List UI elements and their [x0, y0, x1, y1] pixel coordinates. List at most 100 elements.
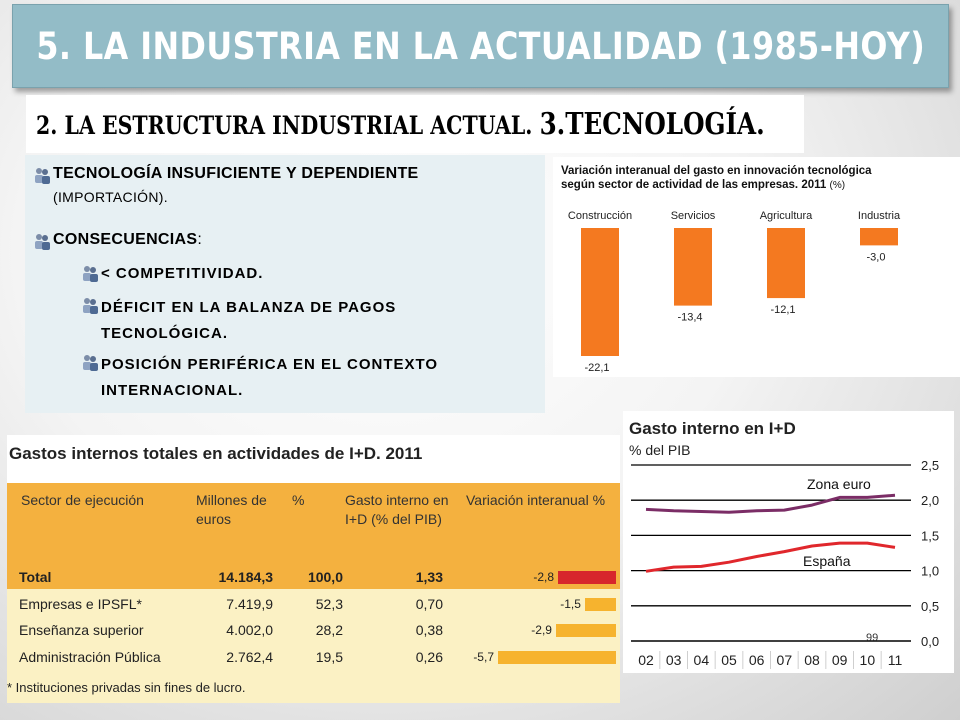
bullet-2: CONSECUENCIAS:: [33, 231, 202, 252]
bullet-1-note: (IMPORTACIÓN).: [53, 189, 168, 205]
cell-millions: 14.184,3: [218, 569, 274, 585]
value-label: -3,0: [867, 251, 886, 263]
value-label: -22,1: [584, 362, 609, 374]
x-tick-label: 05: [721, 652, 737, 668]
value-label: -13,4: [677, 312, 702, 324]
table-row: Enseñanza superior 4.002,0 28,2 0,38 -2,9: [7, 618, 620, 644]
variation-label: -2,8: [533, 570, 555, 584]
table-title-bar: Gastos internos totales en actividades d…: [7, 435, 620, 483]
header-pib: Gasto interno en I+D (% del PIB): [345, 492, 449, 527]
category-label: Agricultura: [760, 210, 813, 222]
y-tick-label: 0,0: [921, 634, 939, 649]
series-line: [645, 541, 896, 573]
cell-percent: 100,0: [307, 569, 343, 585]
page-number: 99: [866, 632, 879, 644]
value-label: -12,1: [770, 304, 795, 316]
cell-pib: 1,33: [415, 569, 443, 585]
y-tick-label: 1,0: [921, 564, 939, 579]
cell-percent: 19,5: [315, 649, 343, 665]
header-percent: %: [292, 492, 305, 508]
header-variation: Variación interanual %: [466, 492, 606, 508]
header-millions: Millones de euros: [196, 492, 267, 527]
cell-sector: Total: [19, 569, 52, 585]
x-tick-label: 06: [749, 652, 765, 668]
sub-bullet-1-text: < COMPETITIVIDAD.: [101, 265, 264, 282]
cell-sector: Empresas e IPSFL*: [19, 596, 142, 612]
series-label: Zona euro: [807, 476, 871, 492]
slide-title: 5. LA INDUSTRIA EN LA ACTUALIDAD (1985-H…: [36, 24, 925, 68]
chart1-plot: Construcción -22,1 Servicios -13,4 Agricultu…: [568, 210, 901, 374]
x-tick-label: 03: [666, 652, 682, 668]
category-label: Construcción: [568, 210, 632, 222]
series-label: España: [803, 553, 851, 569]
bullet-people-icon: [83, 298, 98, 314]
category-label: Servicios: [671, 210, 716, 222]
cell-millions: 4.002,0: [226, 622, 273, 638]
y-tick-label: 0,5: [921, 599, 939, 614]
cell-millions: 2.762,4: [226, 649, 273, 665]
cell-pib: 0,70: [415, 596, 443, 612]
subtitle-section: 2. LA ESTRUCTURA INDUSTRIAL ACTUAL. 3.TE…: [36, 106, 765, 142]
sub-bullet-3: POSICIÓN PERIFÉRICA EN EL CONTEXTO INTERN…: [81, 352, 438, 404]
x-tick-label: 10: [860, 652, 876, 668]
bar: [767, 228, 805, 299]
y-tick-label: 2,5: [921, 458, 939, 473]
variation-label: -5,7: [473, 650, 494, 664]
chart2-plot: 2,5 2,0 1,5 1,0 0,5 0,0 02 03 04 05 06 07 08 09 10 11 Zo…: [631, 458, 939, 669]
table-title: Gastos internos totales en actividades d…: [9, 444, 423, 463]
cell-millions: 7.419,9: [226, 596, 273, 612]
x-tick-label: 11: [888, 652, 903, 668]
sub-bullet-2: DÉFICIT EN LA BALANZA DE PAGOS TECNOLÓGIC…: [81, 295, 396, 347]
series-line: [645, 493, 896, 514]
bullet-people-icon: [35, 168, 50, 184]
bullets-panel: TECNOLOGÍA INSUFICIENTE Y DEPENDIENTE (I…: [25, 155, 545, 413]
variation-bar: [558, 571, 616, 584]
variation-label: -1,5: [560, 597, 581, 611]
variation-bar: [584, 598, 616, 611]
bar: [581, 228, 619, 356]
subtitle-topic: 3.TECNOLOGÍA.: [539, 106, 765, 142]
chart2-title: Gasto interno en I+D: [629, 419, 796, 438]
rd-gdp-line-chart: Gasto interno en I+D % del PIB 2,5 2,0 1,5…: [623, 411, 954, 673]
sub-bullet-2-text: DÉFICIT EN LA BALANZA DE PAGOS TECNOLÓGIC…: [101, 299, 397, 342]
innovation-bar-chart: Variación interanual del gasto en innova…: [553, 157, 960, 377]
cell-pib: 0,38: [415, 622, 443, 638]
slide-title-bar: 5. LA INDUSTRIA EN LA ACTUALIDAD (1985-H…: [12, 4, 949, 88]
y-tick-label: 1,5: [921, 528, 939, 543]
sub-bullet-1: < COMPETITIVIDAD.: [81, 263, 263, 285]
x-tick-label: 09: [832, 652, 848, 668]
rd-expenditure-table: Gastos internos totales en actividades d…: [7, 435, 620, 703]
table-header: Sector de ejecución Millones de euros % …: [7, 483, 620, 589]
variation-bar: [498, 651, 616, 664]
bar: [674, 228, 712, 306]
cell-percent: 52,3: [315, 596, 343, 612]
header-sector: Sector de ejecución: [21, 492, 144, 508]
slide-subtitle: 2. LA ESTRUCTURA INDUSTRIAL ACTUAL. 3.TE…: [26, 95, 804, 153]
variation-label: -2,9: [531, 623, 552, 637]
x-tick-label: 04: [694, 652, 710, 668]
cell-pib: 0,26: [415, 649, 443, 665]
cell-sector: Administración Pública: [19, 649, 161, 665]
x-tick-label: 07: [777, 652, 793, 668]
bullet-people-icon: [83, 266, 98, 282]
y-tick-label: 2,0: [921, 493, 939, 508]
bullet-1-text: TECNOLOGÍA INSUFICIENTE Y DEPENDIENTE: [53, 165, 419, 182]
x-tick-label: 08: [804, 652, 820, 668]
variation-bar: [555, 624, 616, 637]
x-tick-label: 02: [638, 652, 654, 668]
bar: [860, 228, 898, 246]
bullet-2-text: CONSECUENCIAS:: [53, 231, 203, 248]
table-footnote: * Instituciones privadas sin fines de lu…: [7, 680, 246, 695]
category-label: Industria: [858, 210, 901, 222]
bullet-1: TECNOLOGÍA INSUFICIENTE Y DEPENDIENTE (I…: [33, 165, 419, 205]
chart2-subtitle: % del PIB: [629, 442, 691, 458]
cell-percent: 28,2: [315, 622, 343, 638]
table-row: Empresas e IPSFL* 7.419,9 52,3 0,70 -1,5: [7, 592, 620, 618]
chart1-title: Variación interanual del gasto en innova…: [561, 165, 872, 191]
table-row: Administración Pública 2.762,4 19,5 0,26 -5,…: [7, 645, 620, 671]
bullet-people-icon: [83, 355, 98, 371]
table-row: Total 14.184,3 100,0 1,33 -2,8: [7, 565, 620, 591]
bullet-people-icon: [35, 234, 50, 250]
sub-bullet-3-text: POSICIÓN PERIFÉRICA EN EL CONTEXTO INTERN…: [101, 356, 439, 399]
cell-sector: Enseñanza superior: [19, 622, 144, 638]
